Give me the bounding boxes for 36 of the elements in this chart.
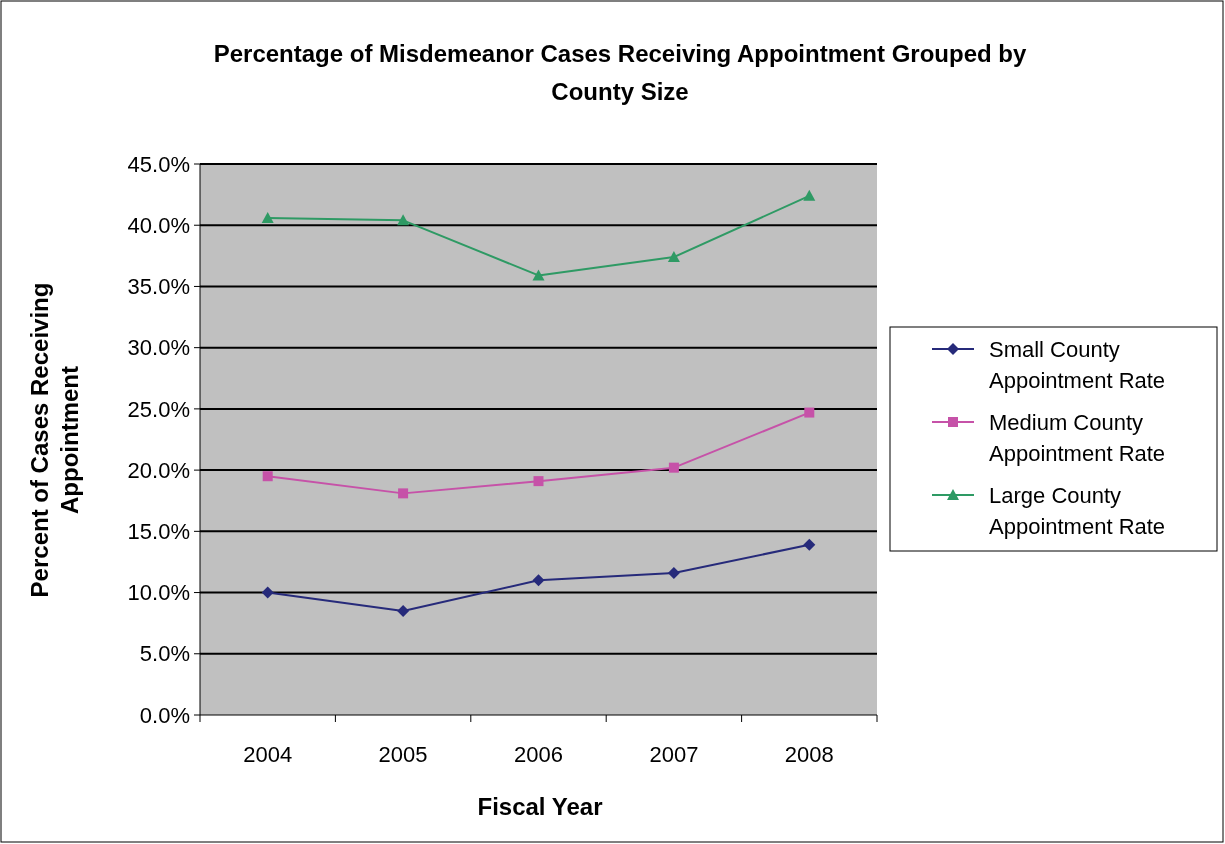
- point: [397, 214, 410, 226]
- legend-label: Medium County Appointment Rate: [989, 409, 1166, 466]
- point: [397, 604, 410, 617]
- point: [261, 211, 274, 223]
- point: [398, 488, 409, 499]
- x-tick-label: 2007: [649, 742, 699, 767]
- x-tick-label: 2005: [378, 742, 428, 767]
- y-tick-label: 0.0%: [139, 702, 190, 728]
- point: [668, 462, 679, 473]
- x-tick-label: 2006: [514, 742, 563, 767]
- x-tick-label: 2004: [243, 742, 293, 767]
- y-tick-label: 35.0%: [127, 274, 190, 300]
- y-tick-label: 5.0%: [139, 641, 190, 667]
- point: [667, 566, 680, 579]
- point: [262, 471, 273, 482]
- point: [804, 407, 815, 418]
- y-axis-title: Percent of Cases Receiving Appointment: [26, 282, 83, 598]
- y-tick-label: 30.0%: [127, 335, 190, 361]
- y-tick-label: 25.0%: [127, 396, 190, 422]
- y-tick-label: 15.0%: [127, 519, 190, 545]
- point: [803, 189, 816, 201]
- chart-title: Percentage of Misdemeanor Cases Receiving Appointment Grouped by County Size: [213, 40, 1027, 105]
- x-axis-title: Fiscal Year: [477, 793, 603, 820]
- y-tick-label: 45.0%: [127, 151, 190, 177]
- y-tick-label: 20.0%: [127, 457, 190, 483]
- point: [532, 574, 545, 587]
- y-tick-label: 40.0%: [127, 212, 190, 238]
- y-tick-label: 10.0%: [127, 580, 190, 606]
- point: [532, 269, 545, 281]
- point: [261, 586, 274, 599]
- point: [667, 251, 680, 263]
- x-tick-label: 2008: [784, 742, 834, 767]
- legend-label: Large County Appointment Rate: [989, 482, 1166, 539]
- point: [803, 538, 816, 551]
- point: [533, 476, 544, 487]
- legend-label: Small County Appointment Rate: [989, 336, 1166, 393]
